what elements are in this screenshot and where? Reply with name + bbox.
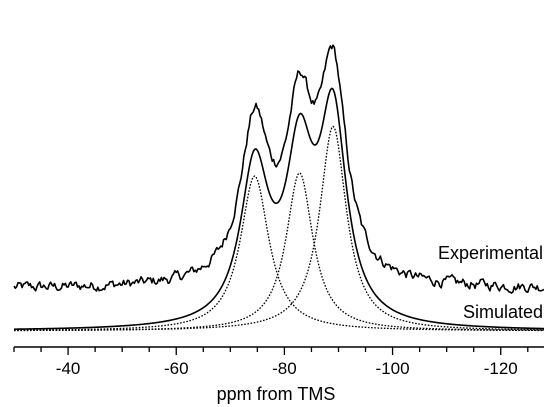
x-tick-label: -60: [164, 359, 189, 378]
series-experimental: [13, 44, 544, 294]
label-simulated: Simulated: [463, 302, 543, 322]
label-experimental: Experimental: [438, 243, 543, 263]
traces: [13, 44, 544, 332]
x-axis-title: ppm from TMS: [217, 384, 336, 404]
x-axis: -40 -60 -80 -100 -120: [13, 346, 544, 378]
component-curve-2: [14, 172, 544, 332]
x-tick-label: -120: [484, 359, 518, 378]
series-simulated: [13, 87, 544, 330]
x-tick-label: -40: [56, 359, 81, 378]
component-curve-3: [14, 125, 544, 332]
x-tick-label: -80: [272, 359, 297, 378]
x-tick-label: -100: [376, 359, 410, 378]
